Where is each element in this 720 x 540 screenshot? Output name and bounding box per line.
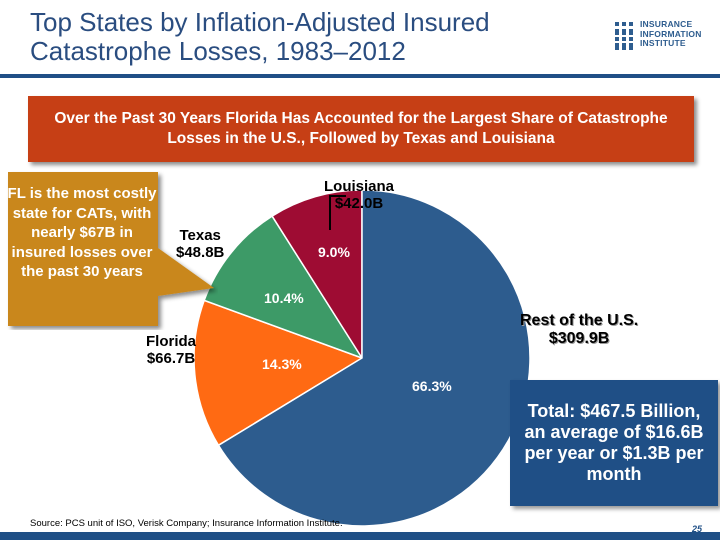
texas-value: $48.8B	[176, 244, 225, 261]
iii-logo: INSURANCE INFORMATION INSTITUTE	[614, 19, 714, 62]
texas-name: Texas	[179, 227, 221, 244]
header-rule	[0, 74, 720, 78]
pie-slice-louisiana	[271, 189, 363, 361]
pie-slice-texas	[203, 215, 364, 360]
florida-label: Florida $66.7B	[146, 333, 196, 367]
callout-text: FL is the most costly state for CATs, wi…	[7, 185, 157, 280]
callout-shape	[8, 172, 214, 326]
iii-logo-text: INSURANCE INFORMATION INSTITUTE	[640, 19, 702, 49]
florida-value: $66.7B	[146, 350, 196, 367]
rest-value: $309.9B	[548, 330, 610, 347]
louisiana-leader-line	[329, 195, 346, 230]
texas-percent: 10.4%	[264, 290, 304, 306]
texas-label: Texas $48.8B	[176, 227, 224, 261]
louisiana-label: Louisiana $42.0B	[324, 178, 394, 212]
logo-line-1: INSURANCE	[640, 19, 693, 29]
title-line-1: Top States by Inflation-Adjusted Insured	[30, 7, 490, 37]
title-line-2: Catastrophe Losses, 1983–2012	[30, 36, 406, 66]
page-number: 25	[692, 524, 703, 534]
pie-slice-florida	[193, 299, 364, 447]
total-text: Total: $467.5 Billion, an average of $16…	[524, 401, 704, 484]
louisiana-name: Louisiana	[324, 178, 395, 195]
rest-percent: 66.3%	[412, 378, 452, 394]
logo-line-2: INFORMATION	[640, 28, 702, 39]
rest-name: Rest of the U.S.	[520, 312, 639, 329]
iii-logo-icon	[614, 22, 636, 50]
florida-percent: 14.3%	[262, 356, 302, 372]
page-title: Top States by Inflation-Adjusted Insured…	[30, 8, 600, 66]
source-note: Source: PCS unit of ISO, Verisk Company;…	[30, 518, 343, 529]
louisiana-value: $42.0B	[334, 195, 384, 212]
total-box: Total: $467.5 Billion, an average of $16…	[510, 380, 718, 506]
headline-banner: Over the Past 30 Years Florida Has Accou…	[28, 96, 694, 162]
rest-label: Rest of the U.S. $309.9B	[520, 312, 638, 348]
footer-bar	[0, 532, 720, 540]
logo-line-3: INSTITUTE	[640, 38, 686, 48]
banner-text: Over the Past 30 Years Florida Has Accou…	[54, 110, 668, 147]
pie-slices	[193, 189, 531, 527]
pie-slice-rest	[217, 189, 531, 527]
florida-name: Florida	[146, 333, 197, 350]
florida-callout: FL is the most costly state for CATs, wi…	[0, 168, 218, 330]
louisiana-percent: 9.0%	[318, 244, 350, 260]
